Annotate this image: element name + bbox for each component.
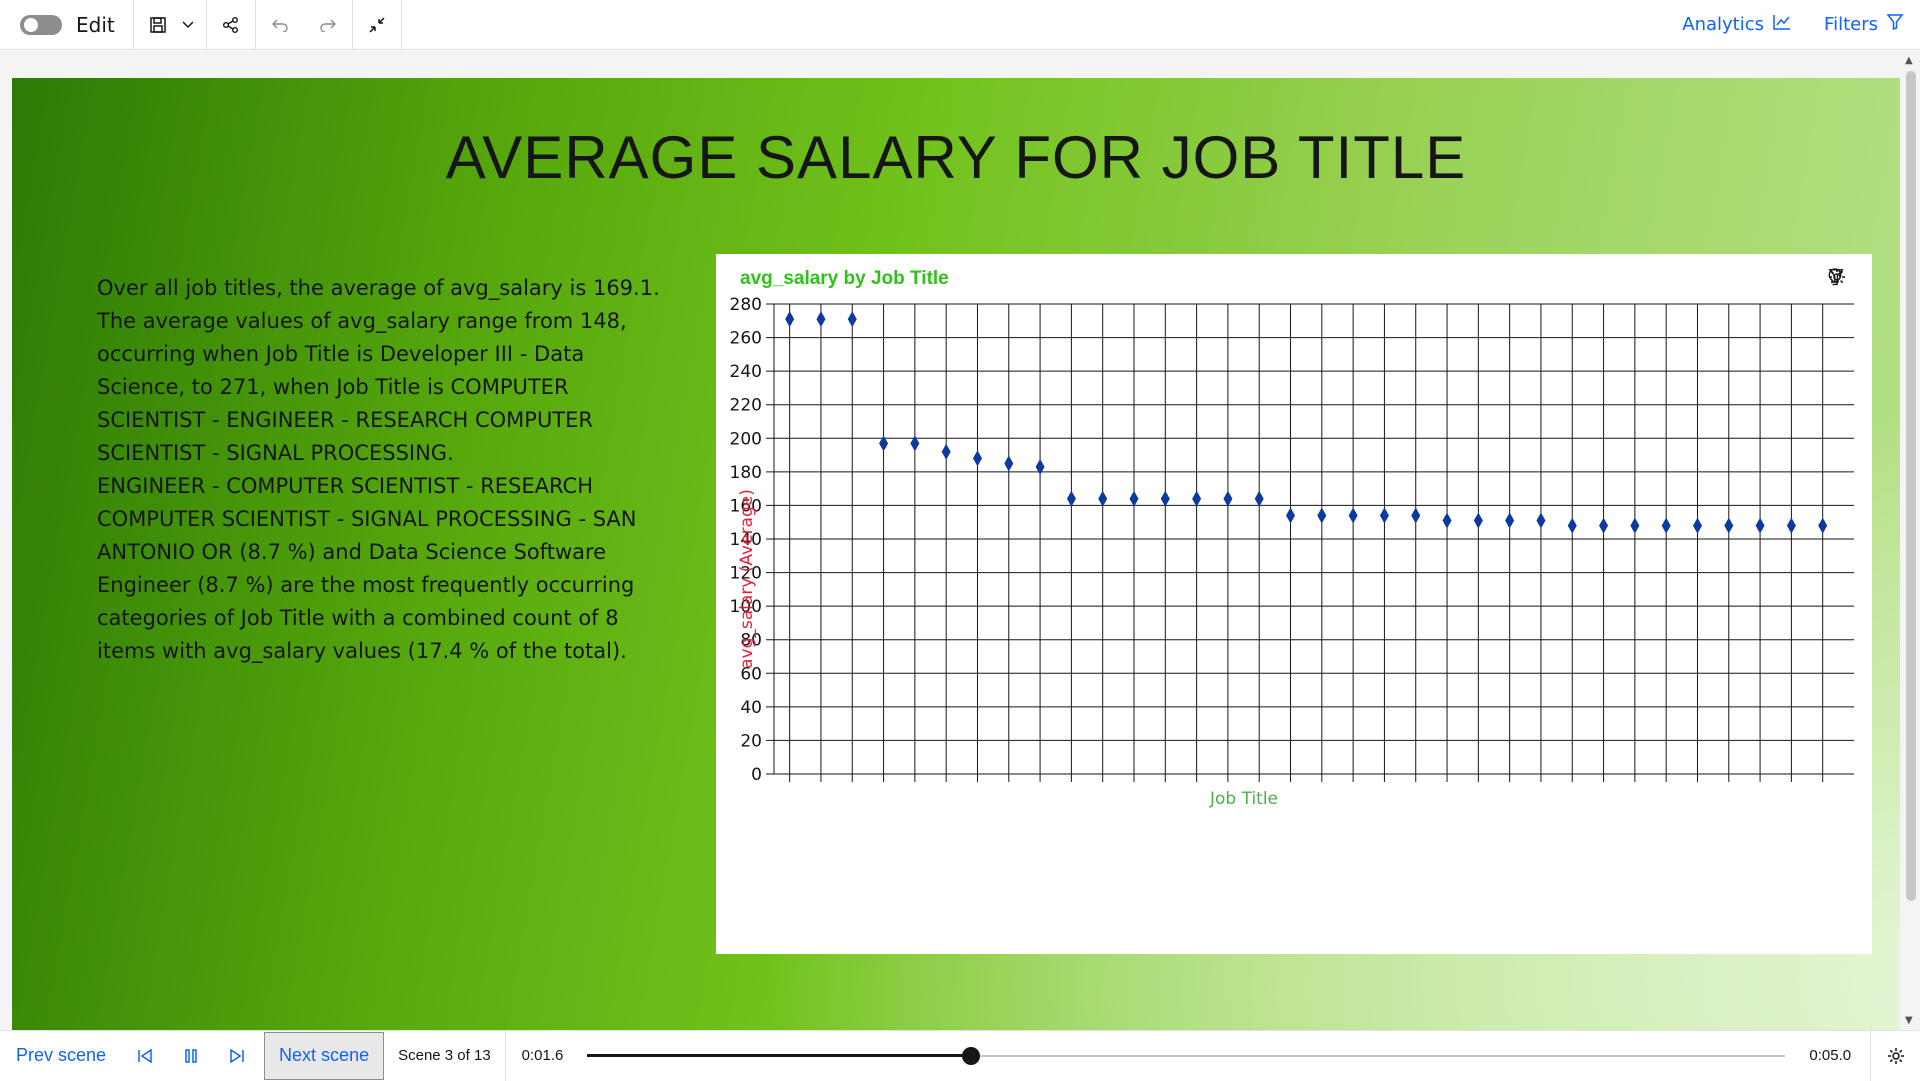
edit-toggle-group: Edit (0, 0, 134, 50)
y-tick-label: 200 (730, 429, 762, 449)
collapse-group (353, 0, 402, 50)
data-point (1692, 517, 1702, 534)
pause-icon[interactable] (168, 1031, 214, 1081)
data-point (1160, 490, 1170, 507)
data-point (1567, 517, 1577, 534)
redo-icon[interactable] (310, 7, 346, 43)
analytics-label: Analytics (1682, 14, 1765, 35)
data-point (1505, 512, 1515, 529)
data-point (1035, 458, 1045, 475)
data-point (879, 435, 889, 452)
timeline-progress (587, 1053, 971, 1057)
data-point (1724, 517, 1734, 534)
y-tick-label: 40 (740, 698, 762, 718)
current-time: 0:01.6 (521, 1047, 564, 1064)
undo-icon[interactable] (262, 7, 298, 43)
y-tick-label: 280 (730, 295, 762, 315)
data-point (941, 443, 951, 460)
skip-forward-icon[interactable] (214, 1031, 260, 1081)
next-scene-button[interactable]: Next scene (264, 1031, 385, 1080)
y-tick-label: 80 (740, 631, 762, 651)
history-group (256, 0, 353, 50)
data-point (1223, 490, 1233, 507)
data-point (1066, 490, 1076, 507)
edit-label: Edit (76, 12, 115, 37)
data-point (1755, 517, 1765, 534)
y-tick-label: 260 (730, 329, 762, 349)
scroll-up-icon[interactable]: ▲ (1905, 55, 1913, 66)
toolbar-right: Analytics Filters (1650, 13, 1920, 36)
x-axis-label: Job Title (1209, 789, 1278, 809)
y-tick-label: 100 (730, 597, 762, 617)
collapse-icon[interactable] (359, 7, 395, 43)
slide-title: AVERAGE SALARY FOR JOB TITLE (445, 124, 1467, 191)
gear-icon[interactable] (1870, 1030, 1920, 1081)
analytics-button[interactable]: Analytics (1682, 13, 1792, 36)
data-point (816, 311, 826, 328)
data-point (1442, 512, 1452, 529)
canvas-area: AVERAGE SALARY FOR JOB TITLE Over all jo… (0, 51, 1920, 1077)
top-toolbar: Edit Analytics Fil (0, 0, 1920, 50)
data-point (785, 311, 795, 328)
playback-bar: Prev scene Next scene Scene 3 of 13 0:01… (0, 1030, 1920, 1081)
chart-card[interactable]: avg_salary by Job Title 0 20 40 60 80 100 120 1… (716, 254, 1872, 954)
analytics-icon (1772, 13, 1792, 36)
prev-scene-button[interactable]: Prev scene (16, 1045, 107, 1065)
data-point (1004, 455, 1014, 472)
filters-label: Filters (1824, 14, 1878, 35)
y-tick-label: 0 (751, 765, 762, 785)
data-point (847, 311, 857, 328)
edit-toggle[interactable] (20, 14, 62, 35)
save-icon[interactable] (140, 7, 176, 43)
save-group (134, 0, 207, 50)
data-point (1473, 512, 1483, 529)
data-point (1786, 517, 1796, 534)
data-point (1254, 490, 1264, 507)
data-point (972, 450, 982, 467)
y-tick-label: 20 (740, 731, 762, 751)
share-group (207, 0, 256, 50)
y-tick-label: 240 (730, 362, 762, 382)
share-icon[interactable] (213, 7, 249, 43)
y-axis-label: avg_salary (Average) (737, 489, 757, 669)
timeline-track[interactable] (587, 1046, 1786, 1065)
scene-counter: Scene 3 of 13 (384, 1030, 506, 1081)
filters-button[interactable]: Filters (1824, 13, 1904, 36)
chart-title: avg_salary by Job Title (740, 268, 949, 289)
skip-back-icon[interactable] (122, 1031, 168, 1081)
y-tick-label: 140 (730, 530, 762, 550)
timeline-handle[interactable] (961, 1046, 980, 1065)
scrollbar-thumb[interactable] (1906, 71, 1916, 901)
data-point (910, 435, 920, 452)
insight-text: Over all job titles, the average of avg_… (97, 272, 677, 668)
data-point (1818, 517, 1828, 534)
data-point (1317, 507, 1327, 524)
vertical-scrollbar[interactable]: ▲ ▼ (1902, 51, 1920, 1030)
data-point (1661, 517, 1671, 534)
data-point (1192, 490, 1202, 507)
y-tick-label: 60 (740, 664, 762, 684)
chevron-down-icon[interactable] (176, 7, 200, 43)
y-tick-label: 120 (730, 564, 762, 584)
y-tick-label: 160 (730, 496, 762, 516)
insight-paragraph-2: ENGINEER - COMPUTER SCIENTIST - RESEARCH… (97, 474, 637, 663)
scatter-plot[interactable]: 0 20 40 60 80 100 120 140 160 180 200 220 240 260 280 a… (716, 254, 1872, 954)
scroll-down-icon[interactable]: ▼ (1905, 1015, 1913, 1026)
data-point (1599, 517, 1609, 534)
filter-icon (1886, 13, 1904, 36)
y-tick-label: 180 (730, 463, 762, 483)
data-point (1379, 507, 1389, 524)
data-point (1129, 490, 1139, 507)
data-point (1348, 507, 1358, 524)
data-point (1411, 507, 1421, 524)
total-time: 0:05.0 (1809, 1047, 1852, 1064)
data-point (1286, 507, 1296, 524)
data-point (1536, 512, 1546, 529)
data-point (1630, 517, 1640, 534)
data-point (1098, 490, 1108, 507)
insight-paragraph-1: Over all job titles, the average of avg_… (97, 276, 660, 465)
scene-slide: AVERAGE SALARY FOR JOB TITLE Over all jo… (12, 78, 1900, 1030)
y-tick-label: 220 (730, 396, 762, 416)
